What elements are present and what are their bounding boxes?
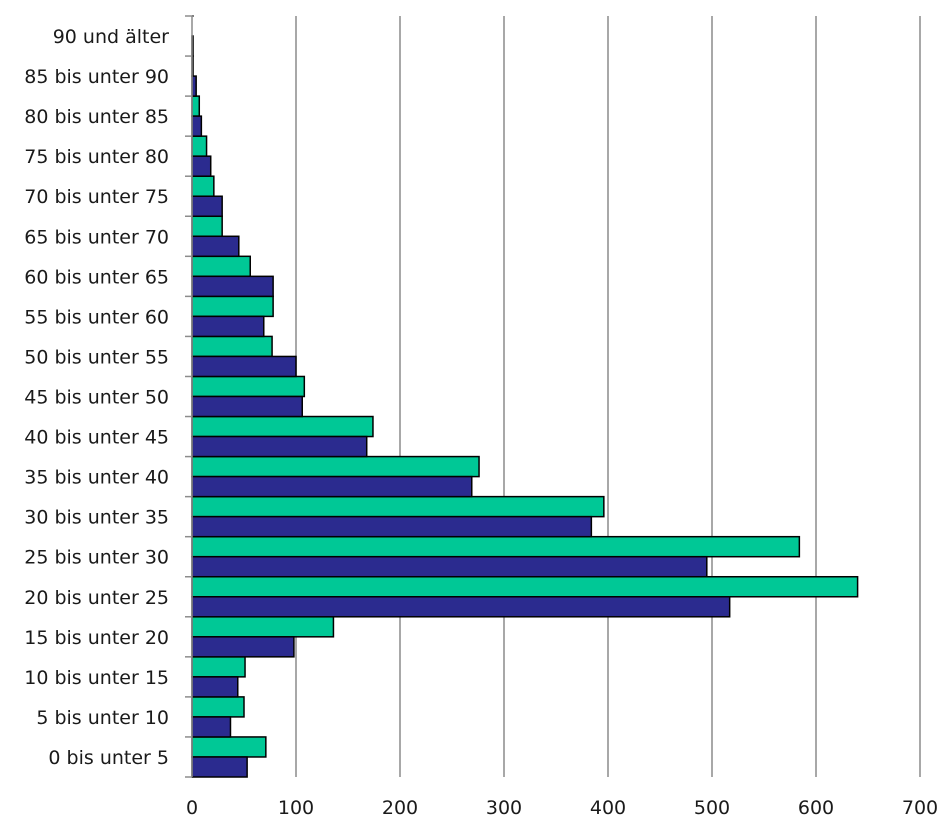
bars	[191, 15, 859, 778]
x-tick-label: 500	[694, 797, 730, 817]
bar	[191, 455, 480, 478]
category-label: 25 bis unter 30	[24, 547, 169, 569]
category-label: 85 bis unter 90	[24, 66, 169, 88]
bar	[191, 355, 297, 378]
bar	[191, 295, 274, 318]
bar	[191, 575, 859, 598]
bar	[191, 395, 303, 418]
bar	[191, 515, 593, 538]
category-label: 70 bis unter 75	[24, 186, 169, 208]
bar	[191, 495, 605, 518]
category-label: 55 bis unter 60	[24, 306, 169, 328]
bar	[191, 135, 208, 157]
category-label: 15 bis unter 20	[24, 627, 169, 649]
bar	[191, 335, 273, 358]
category-label: 10 bis unter 15	[24, 667, 169, 689]
bar	[191, 756, 248, 778]
x-tick-label: 100	[278, 797, 314, 817]
bar	[191, 235, 240, 258]
category-label: 90 und älter	[53, 26, 169, 48]
bar	[191, 415, 374, 438]
x-tick-label: 200	[382, 797, 418, 817]
bar	[191, 535, 801, 558]
bar	[191, 255, 251, 278]
bar	[191, 95, 201, 117]
x-tick-label: 0	[186, 797, 198, 817]
bar	[191, 716, 232, 738]
grid-lines	[295, 16, 921, 777]
bar	[191, 676, 239, 698]
bar	[191, 275, 274, 298]
bar	[191, 475, 473, 498]
x-tick-labels: 0 100 200 300 400 500 600 700	[186, 797, 938, 817]
bar	[191, 115, 203, 137]
bar	[191, 616, 335, 638]
bar	[191, 195, 223, 218]
category-labels: 0 bis unter 5 5 bis unter 10 10 bis unter …	[24, 26, 169, 769]
bar	[191, 155, 212, 177]
category-label: 50 bis unter 55	[24, 346, 169, 368]
x-tick-label: 300	[486, 797, 522, 817]
bar	[191, 375, 306, 398]
category-label: 20 bis unter 25	[24, 587, 169, 609]
bar	[191, 736, 267, 758]
category-label: 80 bis unter 85	[24, 106, 169, 128]
bar	[191, 175, 215, 197]
category-label: 5 bis unter 10	[36, 707, 169, 729]
bar	[191, 215, 223, 238]
category-label: 30 bis unter 35	[24, 507, 169, 529]
category-label: 35 bis unter 40	[24, 467, 169, 489]
x-tick-label: 400	[590, 797, 626, 817]
category-label: 40 bis unter 45	[24, 427, 169, 449]
bar	[191, 696, 245, 718]
category-label: 65 bis unter 70	[24, 226, 169, 248]
category-axis	[185, 15, 193, 778]
category-label: 75 bis unter 80	[24, 146, 169, 168]
bar	[191, 596, 731, 618]
bar	[191, 636, 295, 658]
category-label: 0 bis unter 5	[48, 747, 169, 769]
category-label: 45 bis unter 50	[24, 387, 169, 409]
bar	[191, 435, 368, 458]
x-tick-label: 600	[798, 797, 834, 817]
bar	[191, 555, 708, 578]
bar	[191, 656, 246, 678]
category-label: 60 bis unter 65	[24, 266, 169, 288]
x-tick-label: 700	[902, 797, 938, 817]
bar	[191, 315, 265, 338]
